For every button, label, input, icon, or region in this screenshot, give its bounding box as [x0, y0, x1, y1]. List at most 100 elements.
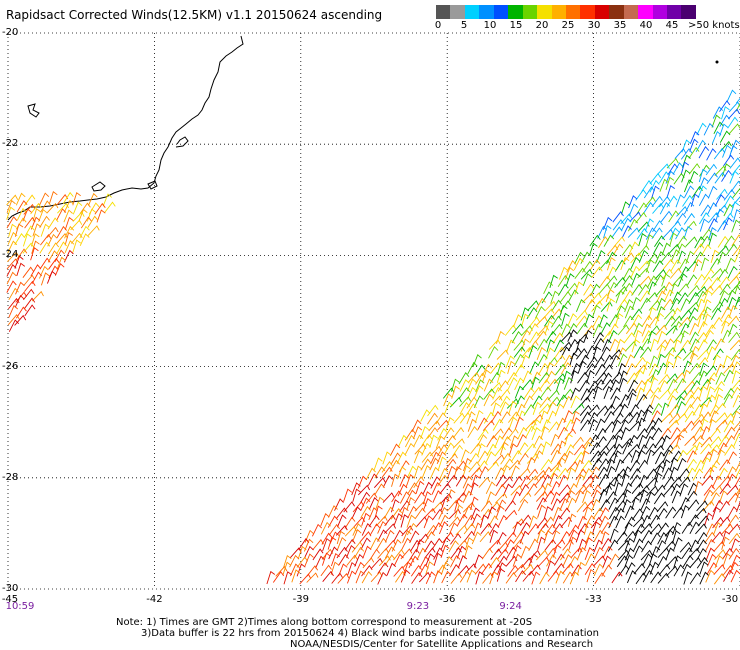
wind-barb — [612, 412, 624, 425]
wind-barb — [632, 508, 644, 521]
wind-barb — [614, 312, 624, 327]
wind-barb — [658, 379, 669, 393]
wind-barb — [336, 514, 347, 528]
wind-barb — [598, 314, 608, 328]
wind-barb — [454, 504, 464, 518]
wind-barb — [508, 400, 518, 415]
wind-barb — [721, 523, 734, 535]
wind-barb — [588, 242, 598, 256]
wind-barb — [645, 227, 657, 240]
wind-barb — [399, 491, 411, 504]
wind-barb — [406, 465, 417, 479]
wind-barb — [626, 570, 637, 584]
wind-barb — [449, 396, 462, 408]
wind-barb — [643, 186, 655, 199]
wind-barb — [520, 329, 531, 343]
wind-barb — [400, 569, 411, 583]
wind-barb — [712, 354, 721, 368]
wind-barb — [722, 547, 734, 560]
wind-barb — [719, 459, 731, 471]
wind-barb — [615, 515, 626, 529]
wind-barb — [600, 521, 612, 534]
wind-barb — [699, 396, 712, 408]
wind-barb — [475, 379, 485, 393]
wind-barb — [654, 472, 663, 487]
wind-barb — [714, 555, 724, 569]
wind-barb — [712, 522, 723, 536]
wind-barb — [582, 292, 595, 304]
wind-barb — [735, 102, 740, 112]
wind-barb — [673, 555, 682, 569]
wind-barb — [595, 363, 606, 376]
wind-barb — [438, 521, 449, 535]
wind-barb — [407, 505, 418, 519]
colorbar-label: 45 — [665, 20, 679, 31]
wind-barb — [390, 508, 402, 520]
wind-barb — [417, 533, 429, 545]
wind-barb — [660, 402, 670, 416]
wind-barb — [662, 298, 674, 311]
wind-barb — [711, 316, 723, 329]
wind-barb — [39, 257, 51, 270]
wind-barb — [716, 449, 726, 463]
wind-barb — [602, 354, 614, 367]
wind-barb — [640, 505, 651, 519]
wind-barb — [329, 531, 340, 545]
wind-barb — [727, 315, 740, 327]
wind-barb — [671, 291, 682, 305]
wind-barb — [562, 370, 571, 384]
wind-barb — [642, 360, 652, 375]
wind-barb — [723, 195, 735, 208]
wind-barb — [24, 280, 36, 292]
wind-barb — [624, 305, 635, 319]
wind-barb — [578, 354, 590, 367]
wind-barb — [590, 484, 602, 497]
wind-barb — [526, 475, 539, 487]
wind-barb — [630, 449, 640, 463]
wind-barb — [504, 539, 515, 552]
colorbar-label: >50 knots — [688, 20, 740, 31]
wind-barb — [481, 547, 493, 560]
latitude-label: -30 — [2, 583, 19, 594]
wind-barb — [626, 388, 637, 401]
wind-barb — [727, 108, 740, 120]
wind-barb — [713, 541, 726, 552]
wind-barb — [575, 338, 585, 353]
wind-barb — [702, 285, 714, 297]
wind-barb — [689, 572, 701, 584]
wind-barb — [275, 565, 288, 577]
wind-barb — [609, 528, 619, 542]
wind-barb — [354, 553, 364, 567]
wind-barb — [545, 362, 554, 376]
wind-barb — [603, 410, 615, 424]
wind-barb — [648, 506, 659, 520]
wind-barb — [377, 529, 388, 542]
wind-barb — [731, 234, 740, 247]
wind-barb — [550, 491, 561, 505]
wind-barb — [418, 563, 429, 577]
wind-barb — [721, 169, 732, 182]
wind-barb — [706, 553, 717, 567]
wind-barb — [735, 487, 740, 496]
wind-barb — [708, 444, 720, 456]
wind-barb — [466, 569, 476, 583]
wind-barb — [48, 191, 58, 205]
wind-barb — [331, 572, 343, 584]
wind-barb — [351, 482, 361, 496]
wind-barb — [723, 569, 734, 582]
wind-barb — [30, 264, 42, 277]
wind-barb — [557, 426, 568, 440]
colorbar-label: 10 — [483, 20, 497, 31]
wind-barb — [289, 563, 300, 577]
wind-barb — [699, 218, 709, 232]
wind-barb — [575, 529, 585, 543]
wind-barb — [680, 161, 690, 175]
wind-barb — [718, 435, 730, 448]
wind-barb — [601, 372, 613, 385]
wind-barb — [730, 349, 740, 361]
pass-time-label: 9:24 — [499, 601, 522, 612]
wind-barb — [572, 436, 584, 448]
wind-barb — [711, 130, 722, 144]
wind-barb — [645, 419, 657, 432]
wind-barb — [692, 468, 704, 481]
